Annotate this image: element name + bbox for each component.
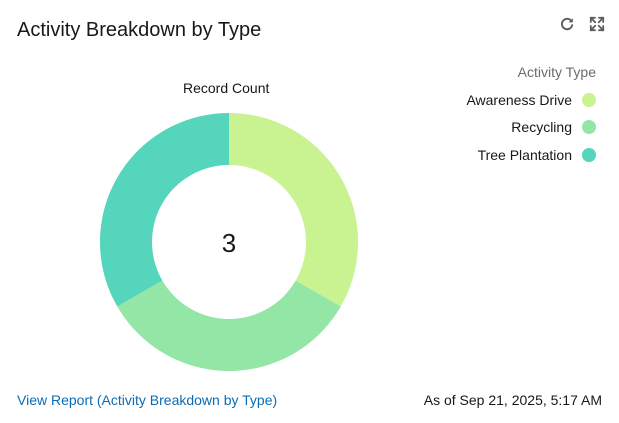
- donut-slice-tree-plantation[interactable]: [99, 113, 229, 307]
- legend-label: Recycling: [511, 119, 572, 135]
- legend-item-awareness-drive[interactable]: Awareness Drive: [466, 90, 596, 109]
- legend-item-recycling[interactable]: Recycling: [466, 118, 596, 137]
- legend-swatch: [582, 147, 596, 162]
- refresh-icon: [560, 17, 574, 31]
- legend-swatch: [582, 92, 596, 107]
- expand-button[interactable]: [589, 16, 605, 32]
- refresh-button[interactable]: [559, 16, 575, 32]
- donut-slice-awareness-drive[interactable]: [229, 113, 358, 307]
- legend-title: Activity Type: [517, 64, 596, 80]
- donut-center-value: 3: [222, 228, 236, 258]
- chart-legend: Activity Type Awareness Drive Recycling Tr…: [466, 64, 596, 173]
- chart-subtitle: Record Count: [183, 80, 270, 96]
- as-of-timestamp: As of Sep 21, 2025, 5:17 AM: [423, 392, 602, 408]
- donut-slice-recycling[interactable]: [117, 280, 341, 372]
- legend-label: Tree Plantation: [477, 146, 572, 163]
- legend-item-tree-plantation[interactable]: Tree Plantation: [466, 145, 596, 164]
- view-report-link[interactable]: View Report (Activity Breakdown by Type): [17, 392, 278, 408]
- header-actions: [559, 16, 605, 32]
- legend-label: Awareness Drive: [466, 91, 572, 108]
- legend-swatch: [582, 120, 596, 134]
- expand-icon: [589, 16, 605, 32]
- card-title: Activity Breakdown by Type: [17, 19, 262, 41]
